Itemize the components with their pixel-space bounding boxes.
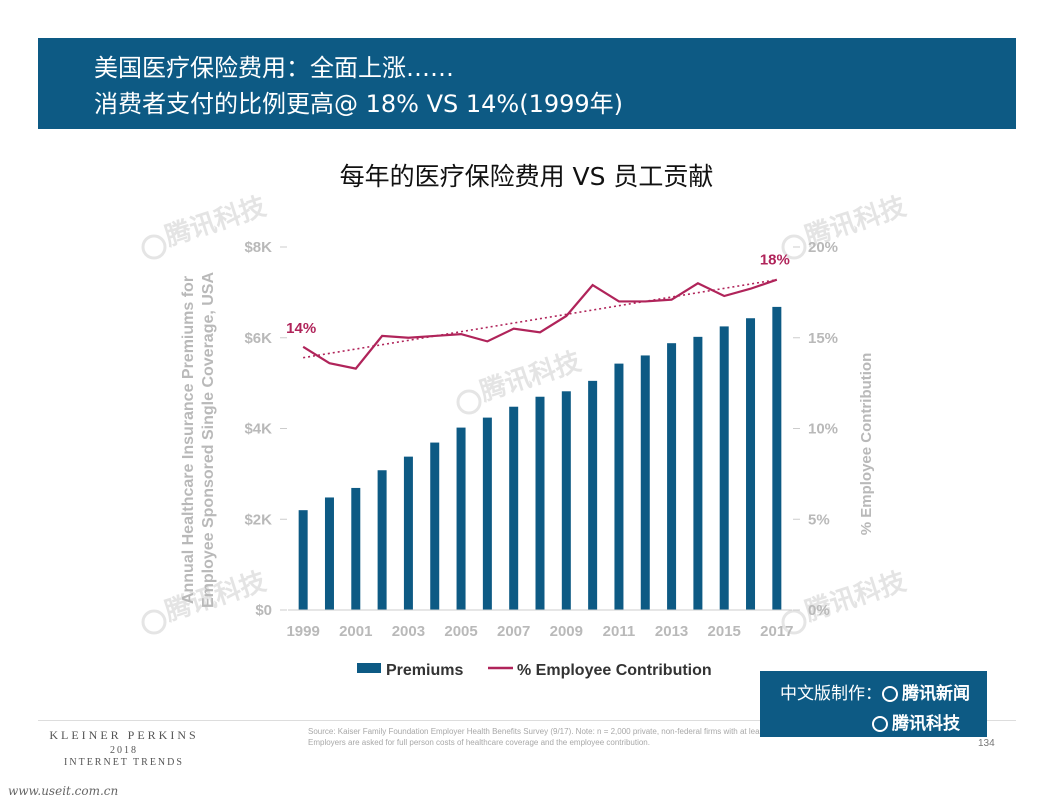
badge-row2: 腾讯科技 xyxy=(872,709,960,734)
watermark-logo-icon xyxy=(141,234,167,260)
watermark-logo-icon xyxy=(781,234,807,260)
brand-name: KLEINER PERKINS xyxy=(49,728,199,742)
y-left-axis-title-line1: Annual Healthcare Insurance Premiums for xyxy=(180,276,197,604)
premium-bar-2002 xyxy=(377,470,387,610)
employee-contribution-line xyxy=(302,278,778,370)
badge-brand-tech: 腾讯科技 xyxy=(892,714,960,734)
premium-bar-2013 xyxy=(667,343,677,610)
brand-year: 2018 xyxy=(110,745,138,756)
x-tick-label: 2009 xyxy=(550,623,583,640)
y-right-tick-label: 10% xyxy=(808,421,838,438)
premium-bar-2016 xyxy=(746,318,756,610)
premium-bar-2007 xyxy=(509,406,519,610)
x-tick-label: 2003 xyxy=(392,623,425,640)
legend-label-contribution: % Employee Contribution xyxy=(517,662,712,679)
translation-badge: 中文版制作： 腾讯新闻 腾讯科技 xyxy=(760,671,987,737)
legend-label-premiums: Premiums xyxy=(386,662,463,679)
premium-bar-1999 xyxy=(298,510,308,610)
x-tick-label: 2001 xyxy=(339,623,372,640)
chart-title: 每年的医疗保险费用 VS 员工贡献 xyxy=(339,162,714,191)
premium-bar-2004 xyxy=(430,442,440,610)
premium-bar-2011 xyxy=(614,363,624,610)
watermark-logo-icon xyxy=(781,609,807,635)
x-tick-label: 1999 xyxy=(286,623,319,640)
premium-bar-2001 xyxy=(351,487,361,610)
annotation-end: 18% xyxy=(760,252,790,269)
y-left-tick-label: $8K xyxy=(244,239,272,256)
annotation-start: 14% xyxy=(286,320,316,337)
footer-divider xyxy=(38,720,1016,721)
x-tick-label: 2015 xyxy=(708,623,741,640)
y-right-tick-label: 15% xyxy=(808,330,838,347)
premium-bar-2000 xyxy=(324,497,334,610)
site-url: www.useit.com.cn xyxy=(8,784,119,798)
badge-row1: 中文版制作： 腾讯新闻 xyxy=(780,679,970,704)
watermark-logo-icon xyxy=(456,389,482,415)
premium-bar-2012 xyxy=(640,355,650,610)
premium-bar-2009 xyxy=(561,391,571,610)
title-banner: 美国医疗保险费用：全面上涨…… 消费者支付的比例更高@ 18% VS 14%(1… xyxy=(38,38,1016,129)
premium-bar-2008 xyxy=(535,396,545,610)
y-right-tick-label: 20% xyxy=(808,239,838,256)
premium-bar-2010 xyxy=(588,380,598,610)
premium-bar-2015 xyxy=(719,326,729,610)
banner-title-line1: 美国医疗保险费用：全面上涨…… xyxy=(94,54,454,82)
tencent-logo-icon xyxy=(872,716,888,732)
y-right-axis-title: % Employee Contribution xyxy=(858,353,875,536)
x-tick-label: 2007 xyxy=(497,623,530,640)
y-right-tick-label: 0% xyxy=(808,602,830,619)
kleiner-perkins-logo: KLEINER PERKINS 2018 INTERNET TRENDS xyxy=(44,728,204,768)
legend-swatch-premiums xyxy=(357,663,381,673)
watermark-logo-icon xyxy=(141,609,167,635)
premium-bar-2006 xyxy=(482,417,492,610)
y-left-tick-label: $2K xyxy=(244,511,272,528)
x-tick-label: 2013 xyxy=(655,623,688,640)
premium-bar-2017 xyxy=(772,306,782,610)
x-tick-label: 2017 xyxy=(760,623,793,640)
y-right-tick-label: 5% xyxy=(808,511,830,528)
employee-contribution-trendline xyxy=(303,278,777,359)
y-left-axis-title-line2: Employee Sponsored Single Coverage, USA xyxy=(200,272,217,609)
y-left-tick-label: $6K xyxy=(244,330,272,347)
premium-bar-2005 xyxy=(456,427,466,610)
x-tick-label: 2005 xyxy=(444,623,477,640)
brand-sub: INTERNET TRENDS xyxy=(64,757,184,768)
source-note: Source: Kaiser Family Foundation Employe… xyxy=(308,727,816,747)
page-number: 134 xyxy=(978,738,995,749)
banner-title-line2: 消费者支付的比例更高@ 18% VS 14%(1999年) xyxy=(94,90,624,118)
premium-bar-2003 xyxy=(403,456,413,610)
badge-brand-news: 腾讯新闻 xyxy=(902,684,970,704)
y-left-tick-label: $4K xyxy=(244,421,272,438)
x-tick-label: 2011 xyxy=(603,623,636,640)
y-left-tick-label: $0 xyxy=(255,602,272,619)
premium-bar-2014 xyxy=(693,336,703,610)
badge-credit-label: 中文版制作： xyxy=(780,684,882,704)
tencent-logo-icon xyxy=(882,686,898,702)
